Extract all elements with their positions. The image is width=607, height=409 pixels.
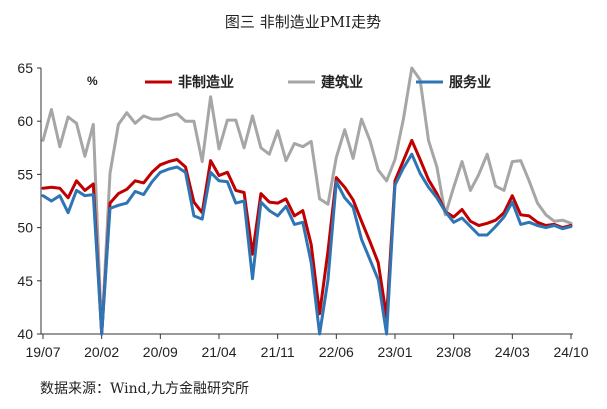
y-tick-label: 65 — [17, 60, 33, 76]
source-note: 数据来源：Wind,九方金融研究所 — [40, 381, 249, 397]
x-tick-label: 23/08 — [436, 344, 471, 360]
legend: 非制造业 建筑业 服务业 — [145, 74, 491, 91]
series-line — [41, 66, 573, 336]
chart-title: 图三 非制造业PMI走势 — [225, 13, 381, 31]
plot-lines — [41, 66, 573, 336]
legend-label: 非制造业 — [178, 74, 234, 91]
y-tick-label: 40 — [17, 326, 33, 342]
x-tick-label: 20/09 — [143, 344, 178, 360]
x-tick-label: 24/03 — [495, 344, 530, 360]
x-tick-label: 21/11 — [261, 344, 295, 360]
unit-label: % — [87, 74, 98, 88]
series-line — [41, 138, 573, 336]
x-tick-label: 19/07 — [25, 344, 60, 360]
x-tick-label: 22/06 — [319, 344, 354, 360]
x-tick-label: 23/01 — [377, 344, 412, 360]
legend-label: 建筑业 — [321, 74, 363, 91]
y-tick-label: 50 — [17, 220, 33, 236]
series-line — [41, 152, 573, 336]
x-tick-label: 20/02 — [84, 344, 119, 360]
x-tick-label: 24/10 — [553, 344, 588, 360]
y-axis: 40 45 50 55 60 65 — [17, 60, 42, 342]
y-tick-label: 45 — [17, 273, 33, 289]
y-tick-label: 55 — [17, 166, 33, 182]
x-tick-label: 21/04 — [201, 344, 236, 360]
y-tick-label: 60 — [17, 113, 33, 129]
legend-label: 服务业 — [449, 74, 491, 91]
x-axis: 19/07 20/02 20/09 21/04 21/11 22/06 23/01 23/08… — [25, 333, 589, 360]
